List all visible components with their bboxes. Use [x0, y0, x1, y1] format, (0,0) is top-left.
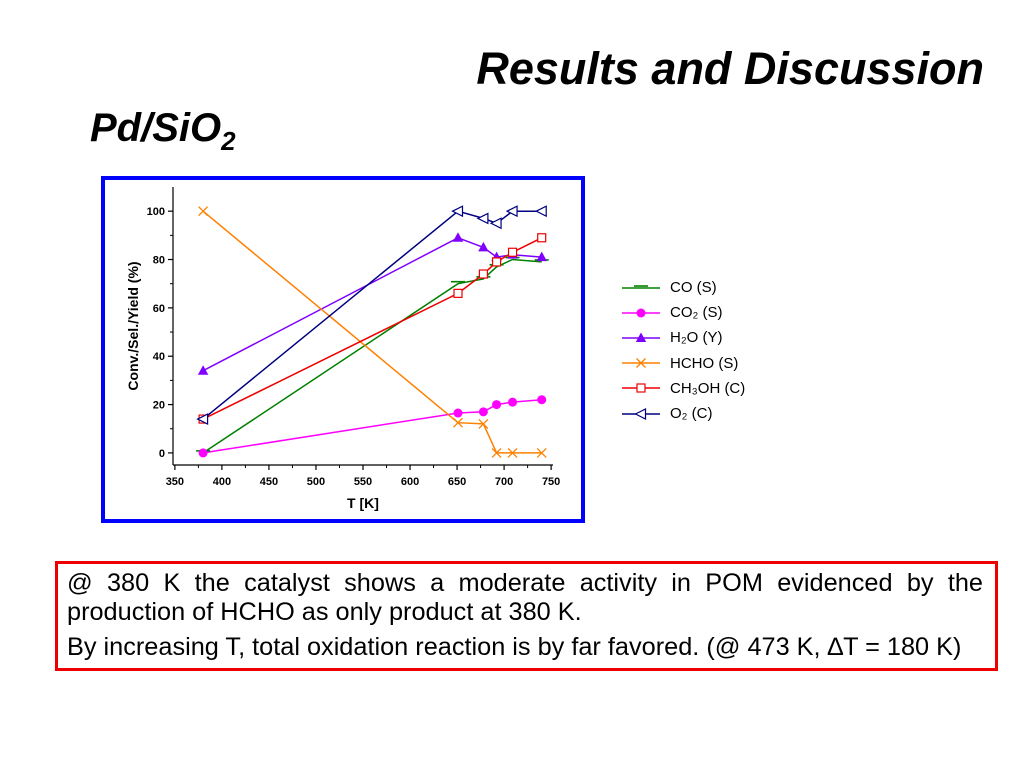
legend-label-co2-s: CO₂ (S)	[670, 304, 723, 322]
legend-marker-hcho-s	[636, 358, 646, 369]
data-point-co2-s-3	[492, 400, 502, 410]
legend-marker-ch3oh-c	[636, 383, 646, 393]
data-point-hcho-s-0	[198, 206, 209, 217]
x-tick-label: 600	[401, 476, 419, 488]
data-point-o2-c-5	[534, 205, 547, 218]
legend-item-hcho-s: HCHO (S)	[620, 351, 780, 376]
data-point-o2-c-0	[196, 413, 209, 426]
data-point-h2o-y-2	[478, 241, 489, 252]
data-point-ch3oh-c-3	[491, 257, 502, 267]
legend-label-h2o-y: H₂O (Y)	[670, 329, 723, 347]
data-point-h2o-y-1	[452, 232, 464, 242]
subtitle-main: Pd/SiO	[90, 106, 222, 150]
data-point-hcho-s-5	[536, 447, 547, 458]
conclusion-box: @ 380 K the catalyst shows a moderate ac…	[55, 561, 998, 671]
series-line-ch3oh-c	[202, 237, 543, 420]
legend-swatch-hcho-s	[622, 358, 660, 369]
data-point-o2-c-4	[505, 205, 518, 218]
series-line-hcho-s	[202, 210, 542, 454]
series-lines	[202, 210, 543, 454]
y-tick-label: 80	[153, 255, 165, 267]
legend-item-co-s: CO (S)	[620, 275, 780, 300]
x-tick-label: 550	[354, 476, 372, 488]
x-tick-label: 350	[166, 476, 184, 488]
x-tick-label: 400	[213, 476, 231, 488]
y-tick-label: 100	[147, 206, 165, 218]
legend-swatch-ch3oh-c	[622, 383, 660, 393]
x-axis-label: T [K]	[347, 495, 379, 511]
legend-swatch-o2-c	[622, 407, 660, 420]
series-line-co2-s	[202, 398, 542, 454]
legend-label-ch3oh-c: CH₃OH (C)	[670, 379, 746, 397]
legend-item-o2-c: O₂ (C)	[620, 401, 780, 426]
data-point-o2-c-2	[476, 212, 489, 225]
data-point-hcho-s-1	[453, 417, 463, 428]
x-tick-label: 450	[260, 476, 278, 488]
legend-marker-h2o-y	[635, 332, 647, 342]
series-line-o2-c	[202, 210, 542, 420]
series-line-co-s	[202, 258, 542, 454]
data-point-hcho-s-2	[478, 418, 489, 429]
data-point-ch3oh-c-4	[507, 247, 518, 257]
x-tick-label: 500	[307, 476, 325, 488]
slide-subtitle: Pd/SiO2	[90, 108, 236, 154]
subtitle-subscript: 2	[221, 126, 236, 156]
x-tick-label: 650	[448, 476, 466, 488]
legend-item-co2-s: CO₂ (S)	[620, 300, 780, 325]
data-point-h2o-y-5	[536, 251, 547, 262]
data-point-h2o-y-0	[197, 365, 209, 375]
x-tick-label: 750	[542, 476, 560, 488]
chart-legend: CO (S) CO₂ (S) H₂O (Y) HCHO (S) CH₃OH (C) O₂ …	[620, 275, 780, 426]
data-point-ch3oh-c-5	[537, 233, 547, 243]
chart-frame: T [K] Conv./Sel./Yield (%) 350 400 450 500 5…	[101, 176, 585, 523]
y-tick-label: 0	[159, 448, 165, 460]
legend-swatch-co-s	[622, 284, 660, 289]
data-point-hcho-s-4	[507, 447, 518, 458]
axes: 350 400 450 500 550 600 650 700 750 0 20 40 60 80 100	[147, 187, 560, 488]
data-point-hcho-s-3	[491, 447, 502, 458]
y-tick-label: 60	[153, 303, 165, 315]
data-point-ch3oh-c-1	[453, 288, 463, 298]
legend-label-co-s: CO (S)	[670, 279, 717, 297]
x-tick-label: 700	[495, 476, 513, 488]
data-point-co2-s-4	[508, 397, 518, 407]
legend-item-ch3oh-c: CH₃OH (C)	[620, 376, 780, 401]
legend-item-h2o-y: H₂O (Y)	[620, 325, 780, 350]
y-axis-label: Conv./Sel./Yield (%)	[125, 261, 141, 390]
data-point-o2-c-3	[489, 217, 502, 230]
data-point-co2-s-5	[537, 395, 547, 405]
data-point-o2-c-1	[451, 205, 464, 218]
data-point-co2-s-0	[198, 448, 208, 458]
legend-swatch-h2o-y	[622, 332, 660, 342]
legend-label-o2-c: O₂ (C)	[670, 405, 713, 423]
conclusion-paragraph-1: @ 380 K the catalyst shows a moderate ac…	[67, 569, 983, 626]
data-point-co2-s-2	[478, 407, 488, 417]
series-markers	[196, 205, 549, 458]
legend-swatch-co2-s	[622, 308, 660, 318]
legend-label-hcho-s: HCHO (S)	[670, 354, 739, 372]
y-tick-label: 40	[153, 351, 165, 363]
slide-title: Results and Discussion	[476, 43, 984, 94]
series-line-h2o-y	[202, 236, 542, 372]
legend-marker-o2-c	[634, 407, 647, 420]
data-point-co2-s-1	[453, 408, 463, 418]
conclusion-paragraph-2: By increasing T, total oxidation reactio…	[67, 633, 962, 661]
line-chart: T [K] Conv./Sel./Yield (%) 350 400 450 500 5…	[125, 187, 560, 511]
data-point-ch3oh-c-2	[478, 269, 488, 279]
y-tick-label: 20	[153, 400, 165, 412]
legend-marker-co2-s	[636, 308, 646, 318]
